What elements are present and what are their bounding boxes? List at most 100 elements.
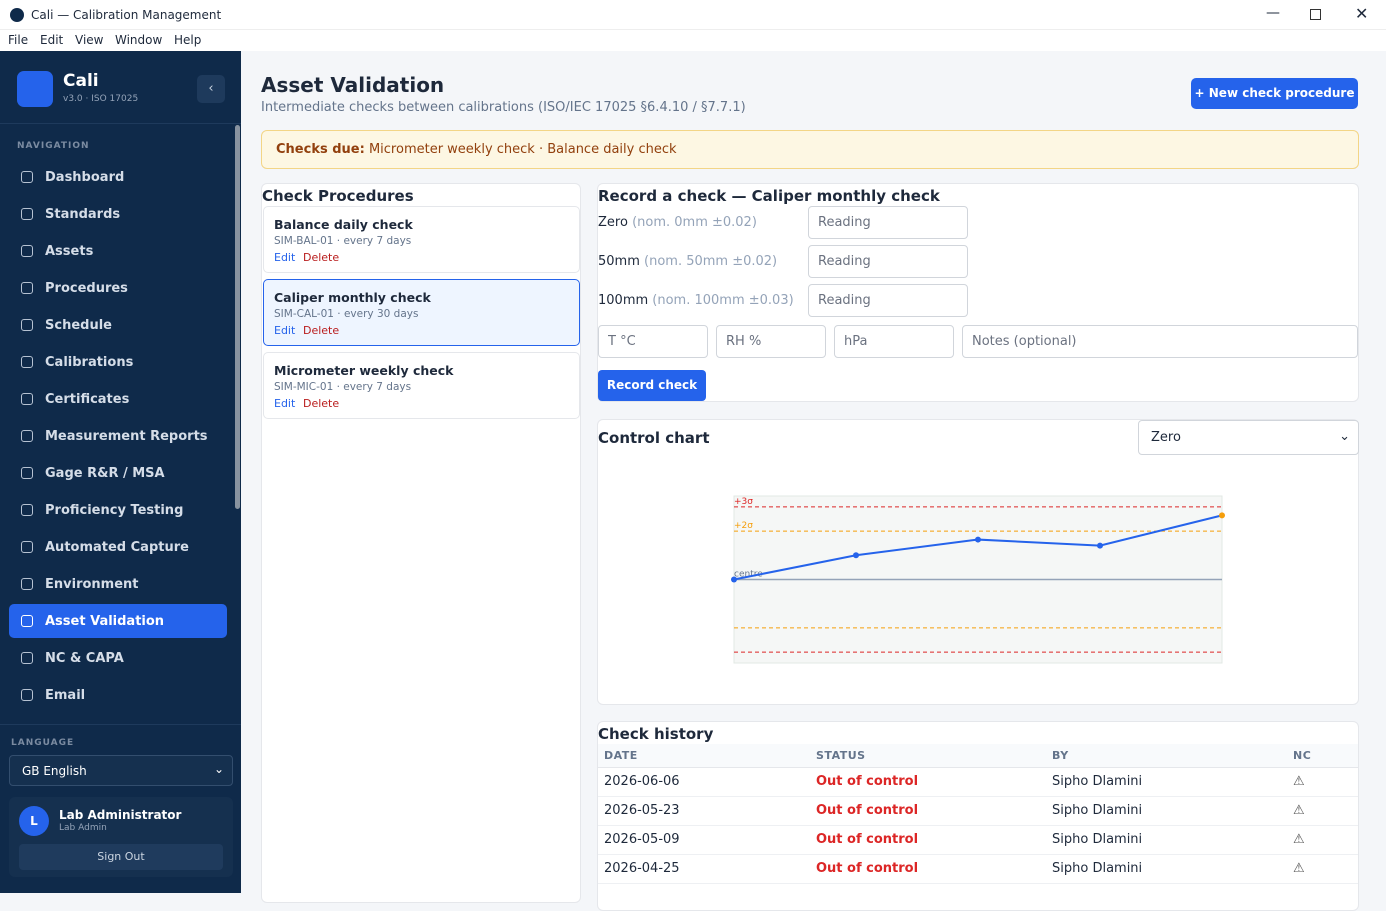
data-point — [975, 536, 981, 543]
nav-label: Standards — [45, 207, 121, 222]
nav-item[interactable]: Calibrations — [9, 345, 227, 379]
new-procedure-button[interactable]: + New check procedure — [1191, 78, 1358, 109]
language-heading: LANGUAGE — [11, 738, 75, 748]
nav-label: Automated Capture — [45, 540, 189, 555]
table-cell: Sipho Dlamini — [1052, 861, 1143, 876]
table-cell: ⚠ — [1293, 803, 1305, 818]
nav-item[interactable]: Assets — [9, 234, 227, 268]
table-cell: 2026-05-09 — [604, 832, 680, 847]
edit-link[interactable]: Edit — [274, 251, 296, 264]
delete-link[interactable]: Delete — [303, 397, 340, 410]
chevron: ⌄ — [213, 762, 224, 776]
edit-link[interactable]: Edit — [274, 397, 296, 410]
env-input[interactable] — [716, 325, 826, 358]
maximize[interactable] — [1310, 9, 1321, 20]
status-cell: Out of control — [816, 861, 919, 876]
nav-item[interactable]: NC & CAPA — [9, 641, 227, 675]
limit-label: centre — [734, 570, 763, 580]
nav-item[interactable]: Dashboard — [9, 160, 227, 194]
table-cell: Sipho Dlamini — [1052, 832, 1143, 847]
menu-item[interactable]: Edit — [40, 33, 64, 47]
env-input[interactable] — [598, 325, 708, 358]
menu-item[interactable]: Window — [115, 33, 163, 47]
nav-label: NC & CAPA — [45, 651, 124, 666]
table-cell: Sipho Dlamini — [1052, 774, 1143, 789]
scrollbar[interactable] — [235, 125, 240, 509]
alert: Checks due: Micrometer weekly check · Ba… — [261, 130, 1359, 169]
nav-item[interactable]: Measurement Reports — [9, 419, 227, 453]
panel-heading: Record a check — Caliper monthly check — [598, 187, 940, 205]
nav-label: Proficiency Testing — [45, 503, 184, 518]
window-title: Cali — Calibration Management — [31, 8, 222, 22]
record-button[interactable]: Record check — [598, 370, 706, 401]
edit-link[interactable]: Edit — [274, 324, 296, 337]
nav-icon — [21, 689, 33, 701]
procedure-meta: SIM-BAL-01 · every 7 days — [274, 235, 412, 247]
nav-icon — [21, 467, 33, 479]
nav-label: Calibrations — [45, 355, 134, 370]
row-divider — [598, 825, 1358, 826]
delete-link[interactable]: Delete — [303, 324, 340, 337]
nav-item[interactable]: Schedule — [9, 308, 227, 342]
nav-item[interactable]: Standards — [9, 197, 227, 231]
nav-item[interactable]: Procedures — [9, 271, 227, 305]
table-cell: ⚠ — [1293, 774, 1305, 789]
panel-heading: Check Procedures — [262, 187, 414, 205]
reading-input[interactable] — [808, 206, 968, 239]
table-cell: Sipho Dlamini — [1052, 803, 1143, 818]
page-subtitle: Intermediate checks between calibrations… — [261, 100, 746, 115]
app-icon — [10, 8, 24, 22]
chevron: ⌄ — [1339, 429, 1350, 444]
series-select[interactable]: Zero ⌄ — [1138, 420, 1359, 455]
control-chart: +3σ +2σ centre — [731, 495, 1225, 664]
procedure-name: Micrometer weekly check — [274, 363, 454, 378]
field-nominal: (nom. 100mm ±0.03) — [652, 293, 794, 308]
language-select[interactable]: GB English ⌄ — [9, 755, 233, 786]
avatar: L — [19, 806, 49, 836]
field-label: 100mm (nom. 100mm ±0.03) — [598, 293, 794, 308]
field-name: Zero — [598, 215, 628, 230]
reading-input[interactable] — [808, 245, 968, 278]
delete-link[interactable]: Delete — [303, 251, 340, 264]
nav-label: Email — [45, 688, 86, 703]
user-card: L Lab Administrator Lab Admin Sign Out — [9, 797, 233, 877]
nav-item[interactable]: Certificates — [9, 382, 227, 416]
status-cell: Out of control — [816, 832, 919, 847]
nav-icon — [21, 504, 33, 516]
nav-item[interactable]: Environment — [9, 567, 227, 601]
menu-item[interactable]: Help — [174, 33, 202, 47]
nav-item[interactable]: Email — [9, 678, 227, 712]
procedure-card[interactable]: Micrometer weekly check SIM-MIC-01 · ever… — [263, 352, 580, 419]
nav-item[interactable]: Gage R&R / MSA — [9, 456, 227, 490]
nav-icon — [21, 652, 33, 664]
procedure-name: Caliper monthly check — [274, 290, 431, 305]
env-input[interactable] — [834, 325, 954, 358]
minimize[interactable]: — — [1266, 5, 1280, 21]
menu-item[interactable]: File — [8, 33, 29, 47]
brand-icon — [17, 71, 53, 107]
nav-item[interactable]: Automated Capture — [9, 530, 227, 564]
nav-item[interactable]: Proficiency Testing — [9, 493, 227, 527]
sign-out-button[interactable]: Sign Out — [19, 844, 223, 870]
nav-item[interactable]: Asset Validation — [9, 604, 227, 638]
column-header: NC — [1293, 749, 1312, 762]
alert-text: Micrometer weekly check · Balance daily … — [368, 142, 677, 157]
procedure-card[interactable]: Caliper monthly check SIM-CAL-01 · every … — [263, 279, 580, 346]
data-point — [731, 576, 737, 583]
nav-icon — [21, 282, 33, 294]
page-title: Asset Validation — [261, 73, 445, 97]
row-divider — [598, 854, 1358, 855]
limit-label: +2σ — [734, 521, 753, 531]
nav-label: Environment — [45, 577, 139, 592]
collapse-button[interactable]: ‹ — [197, 75, 225, 103]
procedure-card[interactable]: Balance daily check SIM-BAL-01 · every 7 … — [263, 206, 580, 273]
record-panel: Record a check — Caliper monthly check R… — [597, 183, 1359, 402]
divider — [0, 123, 241, 124]
alert-label: Checks due: — [276, 142, 365, 157]
env-input[interactable] — [962, 325, 1358, 358]
column-header: DATE — [604, 749, 638, 762]
menu-item[interactable]: View — [75, 33, 104, 47]
close[interactable]: ✕ — [1355, 4, 1369, 23]
reading-input[interactable] — [808, 284, 968, 317]
data-point — [853, 552, 859, 559]
